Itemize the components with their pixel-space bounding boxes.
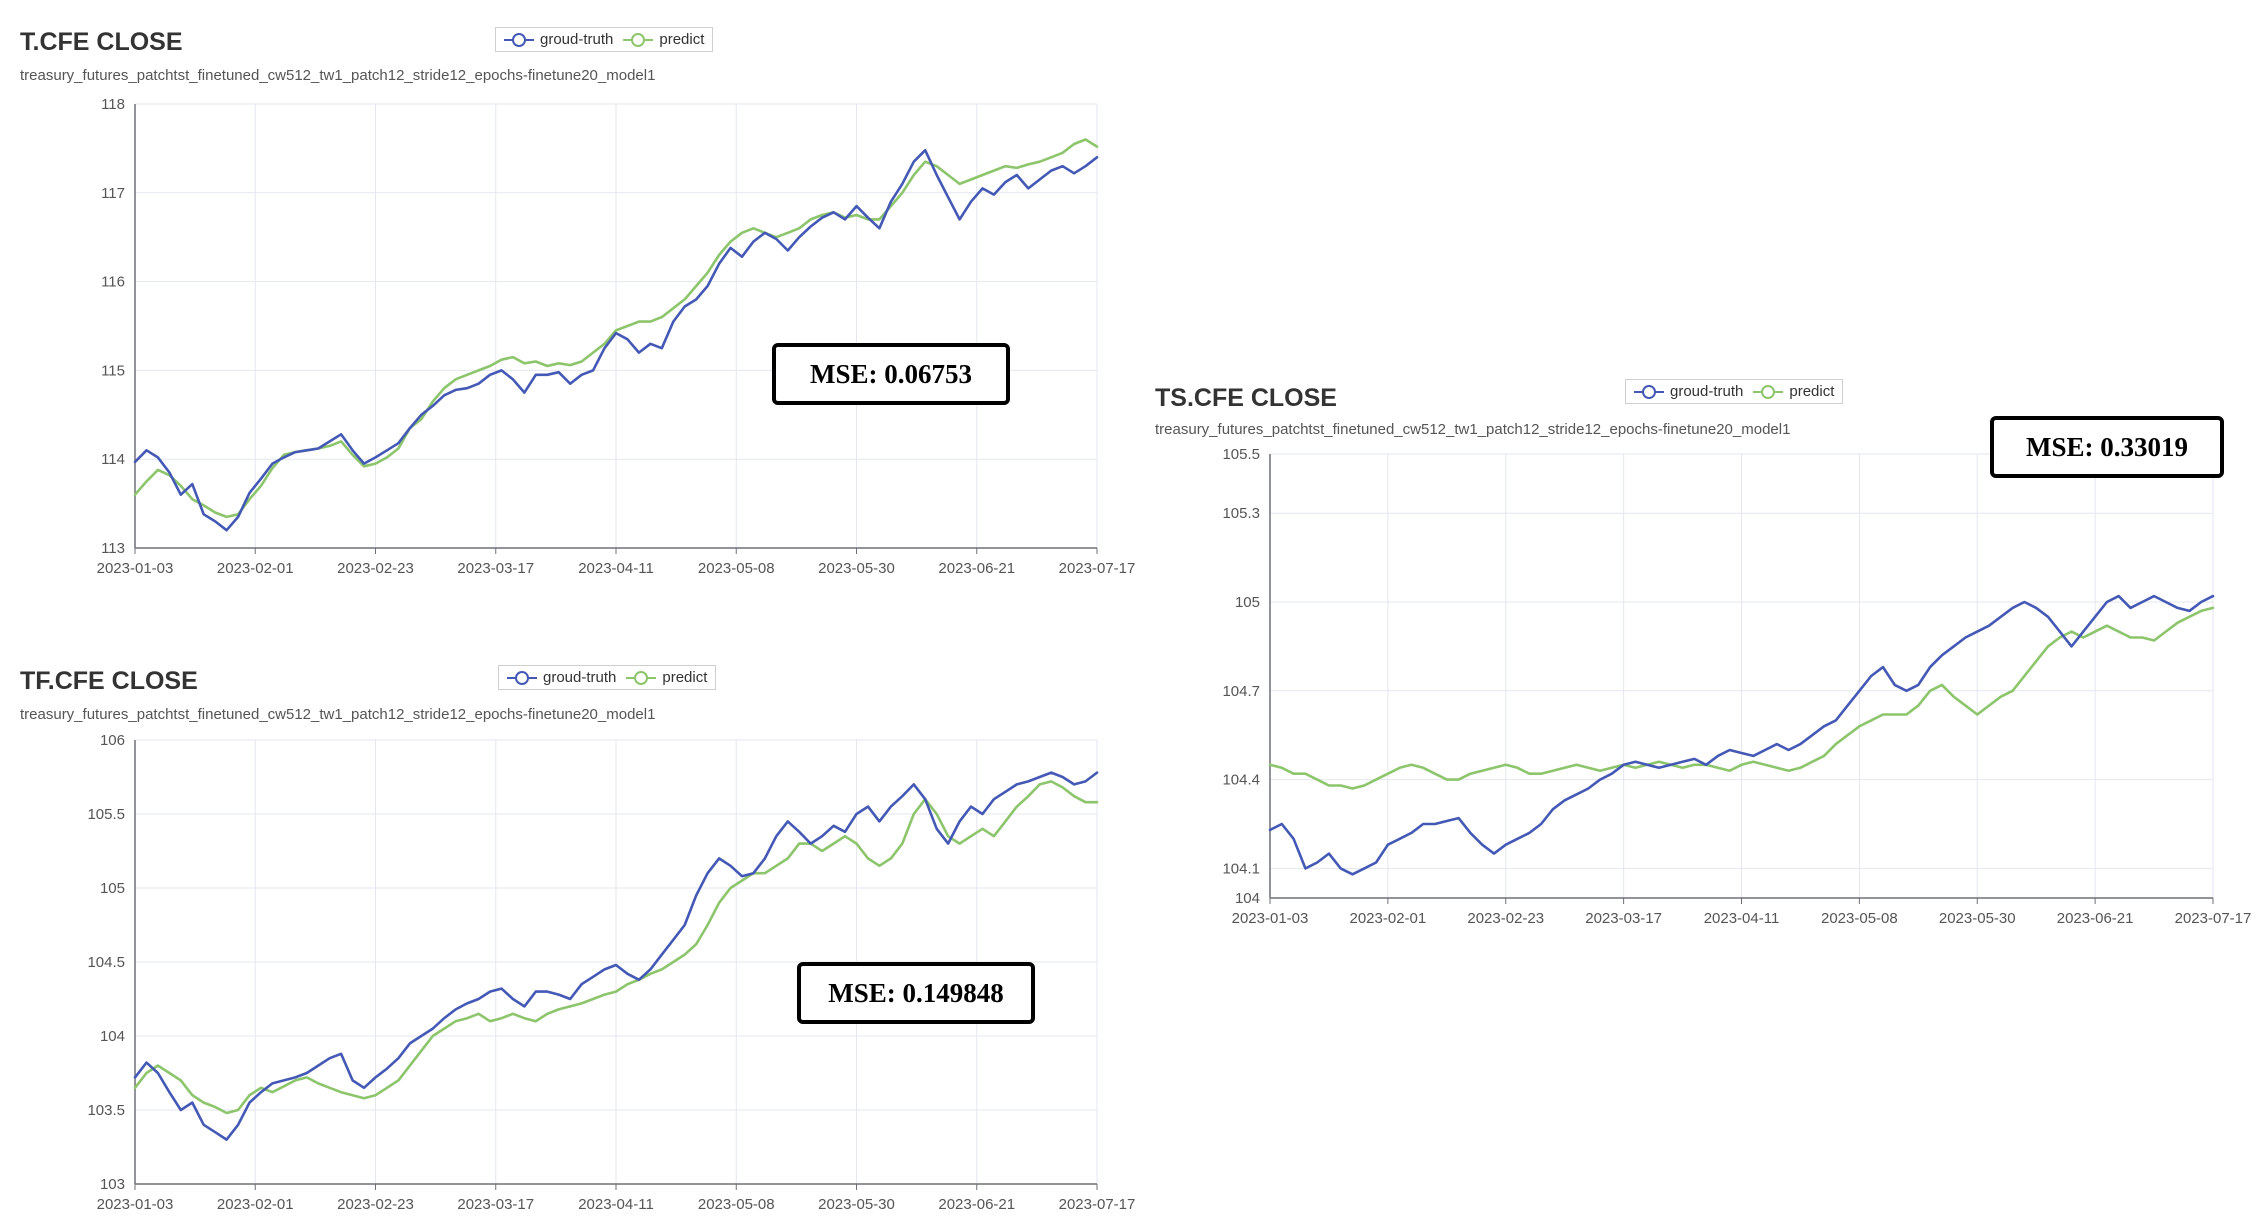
x-tick-label: 2023-03-17 — [1585, 910, 1662, 927]
x-tick-label: 2023-02-01 — [217, 1196, 294, 1213]
line-chart-plot: 103 103.5 104 104.5 105 105.5 106 2023-01-03 202… — [87, 732, 1136, 1213]
chart-panel-ts-cfe: TS.CFE CLOSE treasury_futures_patchtst_f… — [1135, 350, 2268, 950]
x-tick-label: 2023-05-30 — [1939, 910, 2016, 927]
legend-item-ground-truth[interactable]: groud-truth — [1634, 383, 1743, 400]
y-tick-label: 105.5 — [1222, 446, 1260, 463]
x-tick-label: 2023-01-03 — [97, 1196, 174, 1213]
series-line-predict — [133, 780, 1099, 1115]
x-tick-label: 2023-06-21 — [2057, 910, 2134, 927]
y-tick-label: 118 — [101, 96, 125, 113]
x-tick-label: 2023-06-21 — [938, 560, 1015, 577]
y-tick-label: 105.5 — [87, 806, 125, 823]
x-tick-label: 2023-02-01 — [1350, 910, 1427, 927]
chart-legend[interactable]: groud-truth predict — [495, 27, 714, 52]
legend-label: predict — [1789, 383, 1835, 400]
x-tick-label: 2023-03-17 — [457, 1196, 534, 1213]
x-tick-label: 2023-02-01 — [217, 560, 294, 577]
series-line-ground-truth — [133, 148, 1099, 532]
chart-legend[interactable]: groud-truth predict — [498, 665, 717, 690]
series-line-ground-truth — [1268, 594, 2215, 876]
y-tick-label: 103 — [100, 1176, 125, 1193]
mse-annotation: MSE: 0.33019 — [1990, 416, 2224, 478]
x-tick-label: 2023-02-23 — [1467, 910, 1544, 927]
x-tick-label: 2023-05-08 — [1821, 910, 1898, 927]
chart-subtitle: treasury_futures_patchtst_finetuned_cw51… — [20, 67, 656, 84]
mse-annotation: MSE: 0.149848 — [797, 962, 1035, 1024]
chart-title: TF.CFE CLOSE — [20, 667, 198, 695]
y-tick-label: 114 — [101, 451, 125, 468]
x-tick-label: 2023-07-17 — [1059, 560, 1136, 577]
chart-subtitle: treasury_futures_patchtst_finetuned_cw51… — [1155, 421, 1791, 438]
y-tick-label: 104 — [100, 1028, 125, 1045]
x-tick-label: 2023-05-08 — [698, 560, 775, 577]
chart-legend[interactable]: groud-truth predict — [1625, 379, 1844, 404]
y-tick-label: 104.4 — [1222, 772, 1260, 789]
x-tick-label: 2023-07-17 — [1059, 1196, 1136, 1213]
y-tick-label: 116 — [101, 274, 125, 291]
y-tick-label: 106 — [100, 732, 125, 749]
x-tick-label: 2023-02-23 — [337, 560, 414, 577]
legend-line-circle-icon — [504, 32, 534, 47]
x-tick-label: 2023-05-30 — [818, 560, 895, 577]
x-tick-label: 2023-05-30 — [818, 1196, 895, 1213]
y-tick-label: 104.7 — [1222, 683, 1260, 700]
legend-line-circle-icon — [1753, 384, 1784, 399]
x-tick-label: 2023-07-17 — [2175, 910, 2252, 927]
x-tick-label: 2023-02-23 — [337, 1196, 414, 1213]
x-tick-label: 2023-01-03 — [1232, 910, 1309, 927]
legend-label: predict — [662, 669, 708, 686]
y-tick-label: 105.3 — [1222, 505, 1260, 522]
legend-line-circle-icon — [1634, 384, 1664, 399]
chart-subtitle: treasury_futures_patchtst_finetuned_cw51… — [20, 706, 656, 723]
series-line-predict — [1268, 606, 2215, 790]
chart-title: T.CFE CLOSE — [20, 28, 183, 56]
y-tick-label: 113 — [101, 540, 125, 557]
x-tick-label: 2023-03-17 — [457, 560, 534, 577]
legend-item-ground-truth[interactable]: groud-truth — [507, 669, 616, 686]
x-tick-label: 2023-01-03 — [97, 560, 174, 577]
x-tick-label: 2023-04-11 — [578, 560, 654, 577]
legend-item-predict[interactable]: predict — [623, 31, 704, 48]
legend-label: groud-truth — [540, 31, 614, 48]
chart-title: TS.CFE CLOSE — [1155, 384, 1337, 412]
y-tick-label: 104.1 — [1222, 860, 1260, 877]
chart-panel-t-cfe: T.CFE CLOSE treasury_futures_patchtst_fi… — [0, 0, 1150, 600]
x-tick-label: 2023-05-08 — [698, 1196, 775, 1213]
line-chart-plot: 113 114 115 116 117 118 2023-01-03 2023-02-01 20… — [97, 96, 1136, 577]
x-tick-label: 2023-06-21 — [938, 1196, 1015, 1213]
legend-label: predict — [659, 31, 705, 48]
y-tick-label: 115 — [101, 362, 125, 379]
legend-item-predict[interactable]: predict — [1753, 383, 1834, 400]
line-chart-plot: 104 104.1 104.4 104.7 105 105.3 105.5 2023-01-0… — [1222, 446, 2252, 927]
legend-item-predict[interactable]: predict — [626, 669, 707, 686]
legend-label: groud-truth — [1670, 383, 1744, 400]
y-tick-label: 103.5 — [87, 1102, 125, 1119]
legend-item-ground-truth[interactable]: groud-truth — [504, 31, 613, 48]
legend-line-circle-icon — [623, 32, 654, 47]
y-tick-label: 104 — [1235, 890, 1260, 907]
y-tick-label: 104.5 — [87, 954, 125, 971]
y-tick-label: 117 — [101, 185, 125, 202]
legend-line-circle-icon — [626, 670, 657, 685]
x-tick-label: 2023-04-11 — [1704, 910, 1780, 927]
legend-line-circle-icon — [507, 670, 537, 685]
series-line-ground-truth — [133, 771, 1099, 1141]
y-tick-label: 105 — [100, 880, 125, 897]
chart-panel-tf-cfe: TF.CFE CLOSE treasury_futures_patchtst_f… — [0, 640, 1150, 1228]
legend-label: groud-truth — [543, 669, 617, 686]
mse-annotation: MSE: 0.06753 — [772, 343, 1010, 405]
y-tick-label: 105 — [1235, 594, 1260, 611]
x-tick-label: 2023-04-11 — [578, 1196, 654, 1213]
